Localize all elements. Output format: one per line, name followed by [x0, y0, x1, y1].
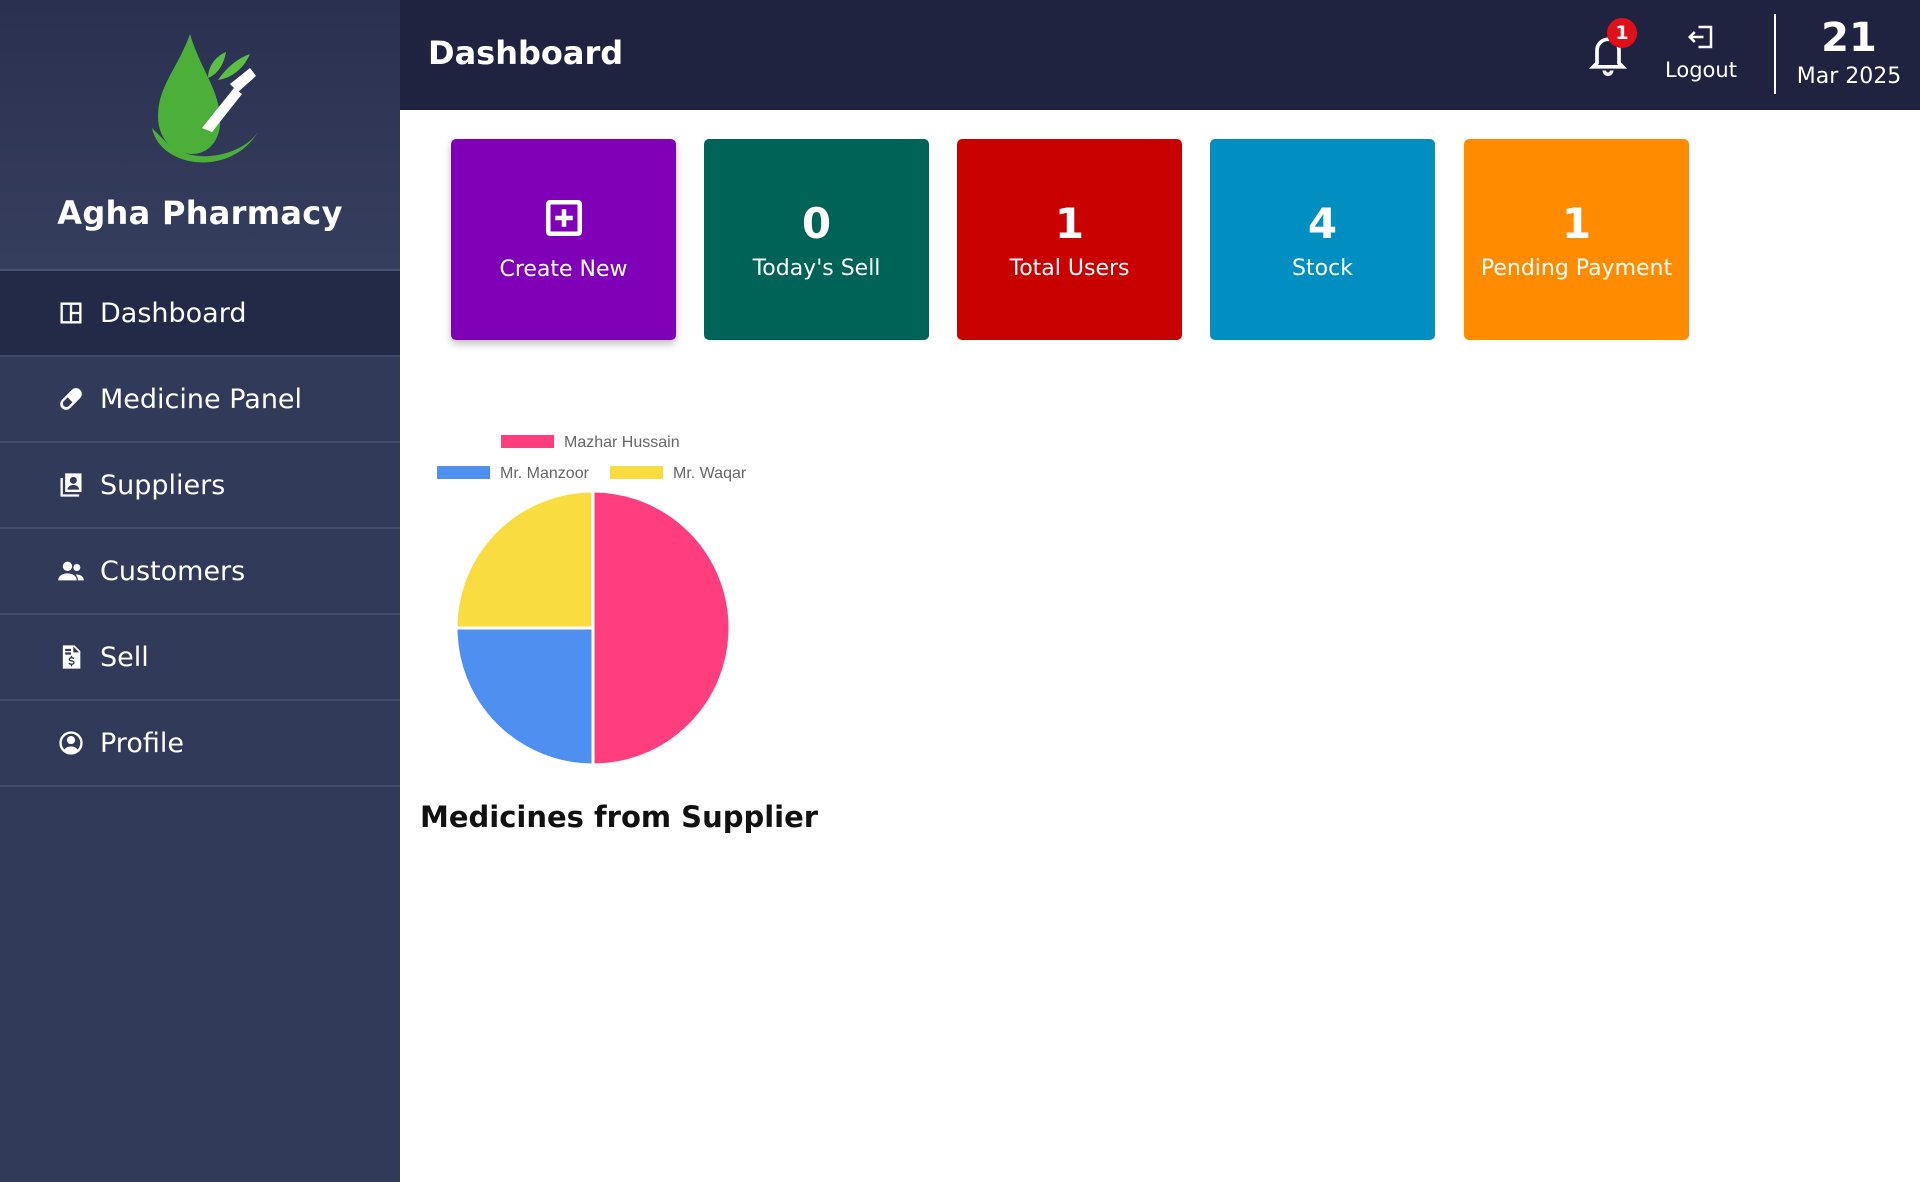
create-new-card[interactable]: Create New — [451, 139, 676, 340]
sidebar: Agha Pharmacy Dashboard Medicine Panel S… — [0, 0, 400, 1182]
pie-slice[interactable] — [591, 489, 732, 767]
sidebar-item-sell[interactable]: Sell — [0, 615, 400, 701]
sidebar-item-customers[interactable]: Customers — [0, 529, 400, 615]
sidebar-item-medicine-panel[interactable]: Medicine Panel — [0, 357, 400, 443]
card-value: 4 — [1307, 199, 1338, 248]
date-month-year: Mar 2025 — [1796, 64, 1902, 89]
sidebar-item-dashboard[interactable]: Dashboard — [0, 271, 400, 357]
sidebar-item-label: Profile — [100, 727, 184, 759]
legend-label[interactable]: Mazhar Hussain — [564, 434, 680, 451]
user-circle-icon — [56, 728, 86, 758]
app-name: Agha Pharmacy — [57, 194, 343, 232]
page-title: Dashboard — [428, 34, 624, 72]
legend-swatch — [437, 466, 490, 479]
sidebar-item-suppliers[interactable]: Suppliers — [0, 443, 400, 529]
sidebar-item-profile[interactable]: Profile — [0, 701, 400, 787]
plus-square-icon — [543, 197, 585, 243]
card-value: 0 — [801, 199, 832, 248]
chart-title: Medicines from Supplier — [420, 800, 819, 834]
pending-payment-card[interactable]: 1 Pending Payment — [1464, 139, 1689, 340]
users-icon — [56, 556, 86, 586]
stock-card[interactable]: 4 Stock — [1210, 139, 1435, 340]
card-value: 1 — [1054, 199, 1085, 248]
todays-sell-card[interactable]: 0 Today's Sell — [704, 139, 929, 340]
logout-icon — [1687, 25, 1713, 49]
legend-label[interactable]: Mr. Manzoor — [500, 465, 590, 482]
logout-button[interactable]: Logout — [1660, 22, 1742, 86]
card-label: Create New — [499, 257, 628, 282]
invoice-dollar-icon — [56, 642, 86, 672]
card-label: Stock — [1292, 256, 1353, 281]
sidebar-item-label: Sell — [100, 641, 149, 673]
date-day: 21 — [1821, 15, 1877, 61]
header-divider — [1774, 14, 1776, 94]
dashboard-icon — [56, 298, 86, 328]
card-label: Total Users — [1009, 256, 1130, 281]
sidebar-item-label: Suppliers — [100, 469, 226, 501]
brand: Agha Pharmacy — [0, 0, 400, 271]
pill-icon — [56, 384, 86, 414]
legend-label[interactable]: Mr. Waqar — [673, 465, 747, 482]
contacts-icon — [56, 470, 86, 500]
sidebar-item-label: Customers — [100, 555, 246, 587]
pie-slice[interactable] — [454, 489, 595, 630]
pharmacy-logo-icon — [152, 34, 258, 163]
legend-swatch — [501, 435, 554, 448]
logout-label: Logout — [1665, 58, 1737, 82]
card-label: Today's Sell — [752, 256, 881, 281]
date-display: 21 Mar 2025 — [1790, 14, 1908, 89]
notification-badge: 1 — [1607, 18, 1637, 48]
pie-slice[interactable] — [454, 626, 595, 767]
top-header: Dashboard 1 Logout 21 Mar 2025 — [400, 0, 1920, 110]
card-value: 1 — [1561, 199, 1592, 248]
supplier-pie-chart: Mazhar Hussain Mr. Manzoor Mr. Waqar — [437, 434, 747, 767]
total-users-card[interactable]: 1 Total Users — [957, 139, 1182, 340]
sidebar-item-label: Dashboard — [100, 297, 247, 329]
legend-swatch — [610, 466, 663, 479]
card-label: Pending Payment — [1480, 256, 1673, 281]
sidebar-item-label: Medicine Panel — [100, 383, 303, 415]
